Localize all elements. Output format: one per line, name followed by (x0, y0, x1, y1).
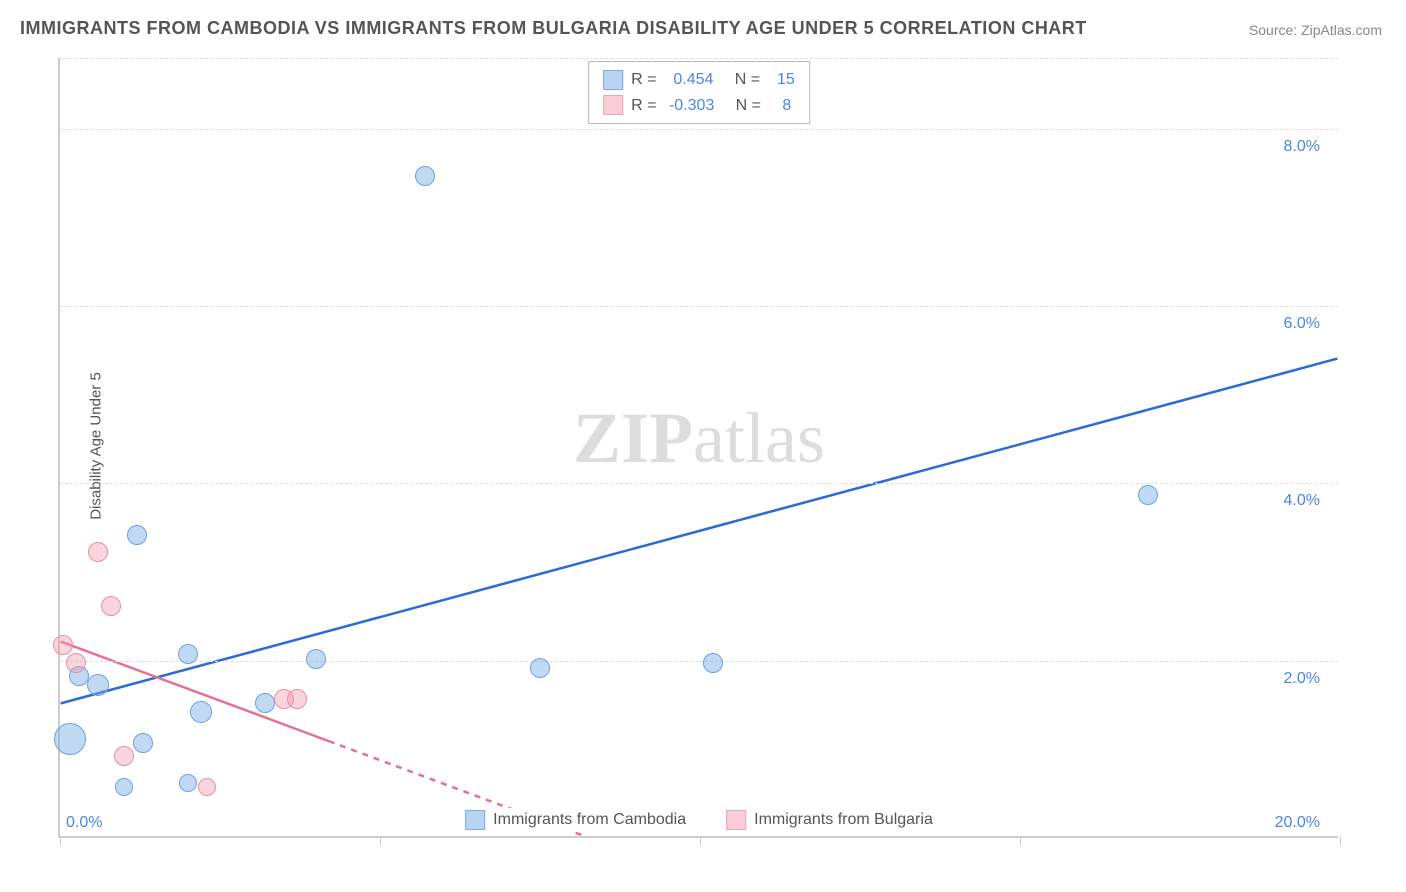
x-tick-label: 0.0% (66, 814, 102, 832)
y-tick-label: 6.0% (1284, 315, 1320, 333)
scatter-point (54, 723, 86, 755)
swatch-cambodia (603, 70, 623, 90)
y-tick-label: 4.0% (1284, 492, 1320, 510)
scatter-point (1138, 485, 1158, 505)
scatter-point (287, 689, 307, 709)
series-legend: Immigrants from Cambodia Immigrants from… (457, 808, 941, 832)
scatter-point (87, 674, 109, 696)
swatch-icon (726, 810, 746, 830)
scatter-point (415, 166, 435, 186)
plot-area: ZIPatlas R = 0.454 N = 15 R = -0.303 N =… (58, 58, 1338, 838)
scatter-point (66, 653, 86, 673)
y-tick-label: 2.0% (1284, 670, 1320, 688)
scatter-point (114, 746, 134, 766)
source-attribution: Source: ZipAtlas.com (1249, 22, 1382, 38)
legend-row-bulgaria: R = -0.303 N = 8 (603, 93, 795, 119)
gridline (60, 58, 1338, 59)
x-tick (1340, 836, 1341, 846)
scatter-point (703, 653, 723, 673)
legend-item-cambodia: Immigrants from Cambodia (465, 810, 686, 830)
scatter-point (115, 778, 133, 796)
trend-lines (60, 58, 1338, 836)
chart-title: IMMIGRANTS FROM CAMBODIA VS IMMIGRANTS F… (20, 18, 1087, 39)
x-tick (380, 836, 381, 846)
scatter-point (88, 542, 108, 562)
x-tick (1020, 836, 1021, 846)
watermark: ZIPatlas (573, 397, 825, 480)
scatter-point (179, 774, 197, 792)
scatter-point (101, 596, 121, 616)
legend-row-cambodia: R = 0.454 N = 15 (603, 67, 795, 93)
swatch-bulgaria (603, 95, 623, 115)
scatter-point (198, 778, 216, 796)
x-tick-label: 20.0% (1275, 814, 1320, 832)
scatter-point (178, 644, 198, 664)
scatter-point (190, 701, 212, 723)
scatter-point (306, 649, 326, 669)
scatter-point (127, 525, 147, 545)
x-tick (60, 836, 61, 846)
y-tick-label: 8.0% (1284, 138, 1320, 156)
x-tick (700, 836, 701, 846)
scatter-point (530, 658, 550, 678)
scatter-point (53, 635, 73, 655)
chart-container: IMMIGRANTS FROM CAMBODIA VS IMMIGRANTS F… (0, 0, 1406, 892)
correlation-legend: R = 0.454 N = 15 R = -0.303 N = 8 (588, 61, 810, 124)
swatch-icon (465, 810, 485, 830)
gridline (60, 661, 1338, 662)
scatter-point (255, 693, 275, 713)
legend-item-bulgaria: Immigrants from Bulgaria (726, 810, 933, 830)
gridline (60, 129, 1338, 130)
gridline (60, 306, 1338, 307)
scatter-point (133, 733, 153, 753)
